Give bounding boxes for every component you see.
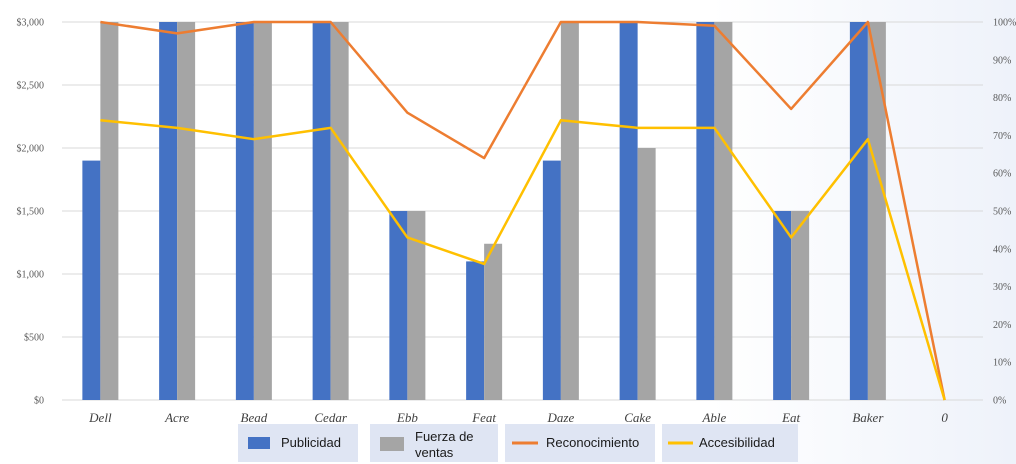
x-tick-label: Acre — [164, 410, 189, 425]
x-tick-label: Daze — [547, 410, 575, 425]
legend-label-reconocimiento: Reconocimiento — [546, 435, 639, 450]
left-tick-label: $500 — [24, 333, 44, 344]
bar-publicidad — [466, 261, 485, 400]
legend-swatch-fuerza-de-ventas — [380, 437, 404, 451]
bar-publicidad — [849, 22, 868, 400]
bar-fuerza-de-ventas — [867, 22, 886, 400]
x-tick-label: Cake — [624, 410, 651, 425]
right-tick-label: 20% — [993, 320, 1011, 331]
bar-fuerza-de-ventas — [177, 22, 196, 400]
right-tick-label: 10% — [993, 358, 1011, 369]
left-axis: $0 $500 $1,000 $1,500 $2,000 $2,500 $3,000 — [17, 18, 45, 407]
x-tick-label: Able — [701, 410, 726, 425]
bar-publicidad — [773, 211, 792, 400]
bar-publicidad — [619, 22, 638, 400]
legend: Publicidad Fuerza de ventas Reconocimien… — [238, 424, 798, 462]
right-tick-label: 90% — [993, 55, 1011, 66]
left-tick-label: $1,500 — [17, 207, 45, 218]
x-tick-label: Eat — [781, 410, 800, 425]
right-tick-label: 0% — [993, 396, 1006, 407]
bar-fuerza-de-ventas — [791, 211, 810, 400]
right-tick-label: 80% — [993, 93, 1011, 104]
bar-publicidad — [312, 22, 331, 400]
legend-label-publicidad: Publicidad — [281, 435, 341, 450]
lines — [100, 20, 946, 401]
legend-swatch-publicidad — [248, 437, 270, 449]
legend-label-accesibilidad: Accesibilidad — [699, 435, 775, 450]
line-accesibilidad — [100, 119, 946, 401]
bar-fuerza-de-ventas — [100, 22, 119, 400]
left-tick-label: $3,000 — [17, 18, 45, 29]
bar-publicidad — [696, 22, 715, 400]
bar-fuerza-de-ventas — [560, 22, 579, 400]
right-tick-label: 60% — [993, 169, 1011, 180]
bar-fuerza-de-ventas — [407, 211, 426, 400]
legend-label-fuerza-de-ventas-line2: ventas — [415, 445, 454, 460]
bar-fuerza-de-ventas — [253, 22, 272, 400]
right-axis: 0% 10% 20% 30% 40% 50% 60% 70% 80% 90% 100% — [993, 18, 1016, 407]
bar-fuerza-de-ventas — [637, 148, 656, 400]
x-tick-label: Cedar — [314, 410, 347, 425]
left-tick-label: $0 — [34, 396, 44, 407]
right-tick-label: 50% — [993, 207, 1011, 218]
x-tick-label: 0 — [941, 410, 948, 425]
x-tick-label: Baker — [852, 410, 884, 425]
x-tick-label: Feat — [471, 410, 496, 425]
left-tick-label: $2,500 — [17, 81, 45, 92]
gridlines — [62, 21, 983, 401]
left-tick-label: $2,000 — [17, 144, 45, 155]
bar-publicidad — [542, 160, 561, 400]
x-tick-label: Dell — [88, 410, 112, 425]
bar-publicidad — [82, 160, 101, 400]
bar-publicidad — [159, 22, 178, 400]
x-axis: Dell Acre Bead Cedar Ebb Feat Daze Cake Able Eat B… — [88, 410, 948, 425]
bar-publicidad — [389, 211, 408, 400]
bar-fuerza-de-ventas — [714, 22, 733, 400]
right-tick-label: 100% — [993, 18, 1016, 29]
bar-fuerza-de-ventas — [330, 22, 349, 400]
line-reconocimiento — [100, 20, 946, 401]
left-tick-label: $1,000 — [17, 270, 45, 281]
bar-publicidad — [235, 22, 254, 400]
right-tick-label: 30% — [993, 282, 1011, 293]
right-tick-label: 70% — [993, 131, 1011, 142]
bars — [82, 22, 886, 400]
x-tick-label: Ebb — [396, 410, 418, 425]
right-tick-label: 40% — [993, 244, 1011, 255]
bar-fuerza-de-ventas — [484, 243, 503, 400]
x-tick-label: Bead — [241, 410, 268, 425]
legend-label-fuerza-de-ventas-line1: Fuerza de — [415, 429, 474, 444]
